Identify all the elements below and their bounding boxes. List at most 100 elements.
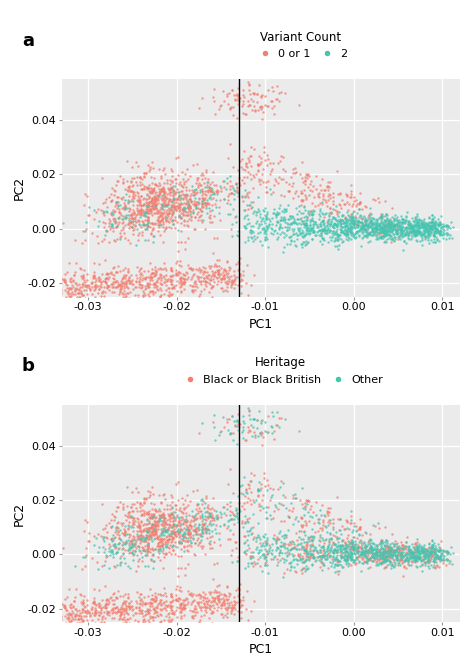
Point xyxy=(128,208,136,218)
Point xyxy=(181,206,189,216)
Point xyxy=(341,548,349,559)
Point xyxy=(412,215,419,226)
Point xyxy=(376,218,383,228)
Point xyxy=(388,226,395,237)
Point xyxy=(362,544,370,554)
Point xyxy=(338,540,346,551)
Point xyxy=(165,286,173,297)
Point xyxy=(344,191,351,201)
Point xyxy=(310,206,318,216)
Point xyxy=(254,228,261,238)
Point xyxy=(284,525,292,536)
Point xyxy=(228,188,235,199)
Point xyxy=(243,200,251,211)
Point xyxy=(346,212,354,222)
Point xyxy=(186,209,194,219)
Point xyxy=(243,603,250,614)
Point xyxy=(359,221,366,232)
Point xyxy=(293,229,301,240)
Point xyxy=(180,207,187,217)
Point xyxy=(170,512,177,522)
Point xyxy=(102,272,110,283)
Point xyxy=(128,536,135,546)
Point xyxy=(350,532,357,543)
Point xyxy=(109,545,116,555)
Point xyxy=(383,214,390,224)
Point xyxy=(165,547,173,557)
Point xyxy=(121,538,128,549)
Point xyxy=(353,525,361,536)
Point xyxy=(201,197,209,208)
Point xyxy=(425,220,432,231)
Point xyxy=(223,276,231,287)
Point xyxy=(299,236,307,247)
Point xyxy=(337,234,345,244)
Point xyxy=(378,223,386,234)
Point xyxy=(144,508,152,519)
Point xyxy=(219,502,227,512)
Point xyxy=(68,606,76,616)
Point xyxy=(124,544,132,555)
Point xyxy=(107,514,115,525)
Point xyxy=(147,206,155,216)
Point xyxy=(217,520,224,531)
Point xyxy=(114,278,122,289)
Point xyxy=(274,534,282,545)
Point xyxy=(300,563,308,573)
Point xyxy=(163,504,171,514)
Point xyxy=(343,197,351,208)
Point xyxy=(196,289,204,299)
Point xyxy=(162,279,170,290)
Point xyxy=(130,173,138,183)
Point xyxy=(256,209,264,219)
Point xyxy=(106,224,113,234)
Point xyxy=(421,559,429,570)
Point xyxy=(188,212,195,222)
Point xyxy=(342,545,350,556)
Point xyxy=(383,555,391,565)
Point xyxy=(444,545,451,556)
Point xyxy=(388,551,396,561)
Point xyxy=(363,220,370,230)
Point xyxy=(152,518,159,528)
Point xyxy=(205,524,213,535)
Point xyxy=(400,561,408,572)
Point xyxy=(329,547,337,557)
Point xyxy=(179,209,187,220)
Point xyxy=(241,205,249,215)
Point xyxy=(202,270,210,281)
Point xyxy=(378,224,386,235)
Point xyxy=(297,228,305,238)
Point xyxy=(345,540,352,551)
Point xyxy=(392,219,400,230)
Point xyxy=(158,210,166,220)
Point xyxy=(428,214,436,224)
Point xyxy=(350,195,357,206)
Point xyxy=(199,187,206,198)
Point xyxy=(138,299,146,309)
Point xyxy=(199,266,206,277)
Point xyxy=(324,215,332,226)
Point xyxy=(208,508,215,518)
Point xyxy=(144,540,152,551)
Point xyxy=(158,509,166,520)
Point xyxy=(426,216,433,227)
Point xyxy=(295,225,302,236)
Point xyxy=(102,551,109,562)
Point xyxy=(285,512,292,522)
Point xyxy=(152,544,159,555)
Point xyxy=(304,548,312,559)
Point xyxy=(120,279,128,289)
Point xyxy=(407,218,414,228)
Point xyxy=(330,236,338,246)
Point xyxy=(244,479,252,489)
Point xyxy=(121,201,129,212)
Point xyxy=(232,271,239,282)
Point xyxy=(317,545,324,555)
Point xyxy=(142,234,149,245)
Point xyxy=(203,207,211,218)
Point xyxy=(152,528,159,539)
Point xyxy=(226,209,234,219)
Point xyxy=(161,224,169,234)
Point xyxy=(226,138,234,149)
